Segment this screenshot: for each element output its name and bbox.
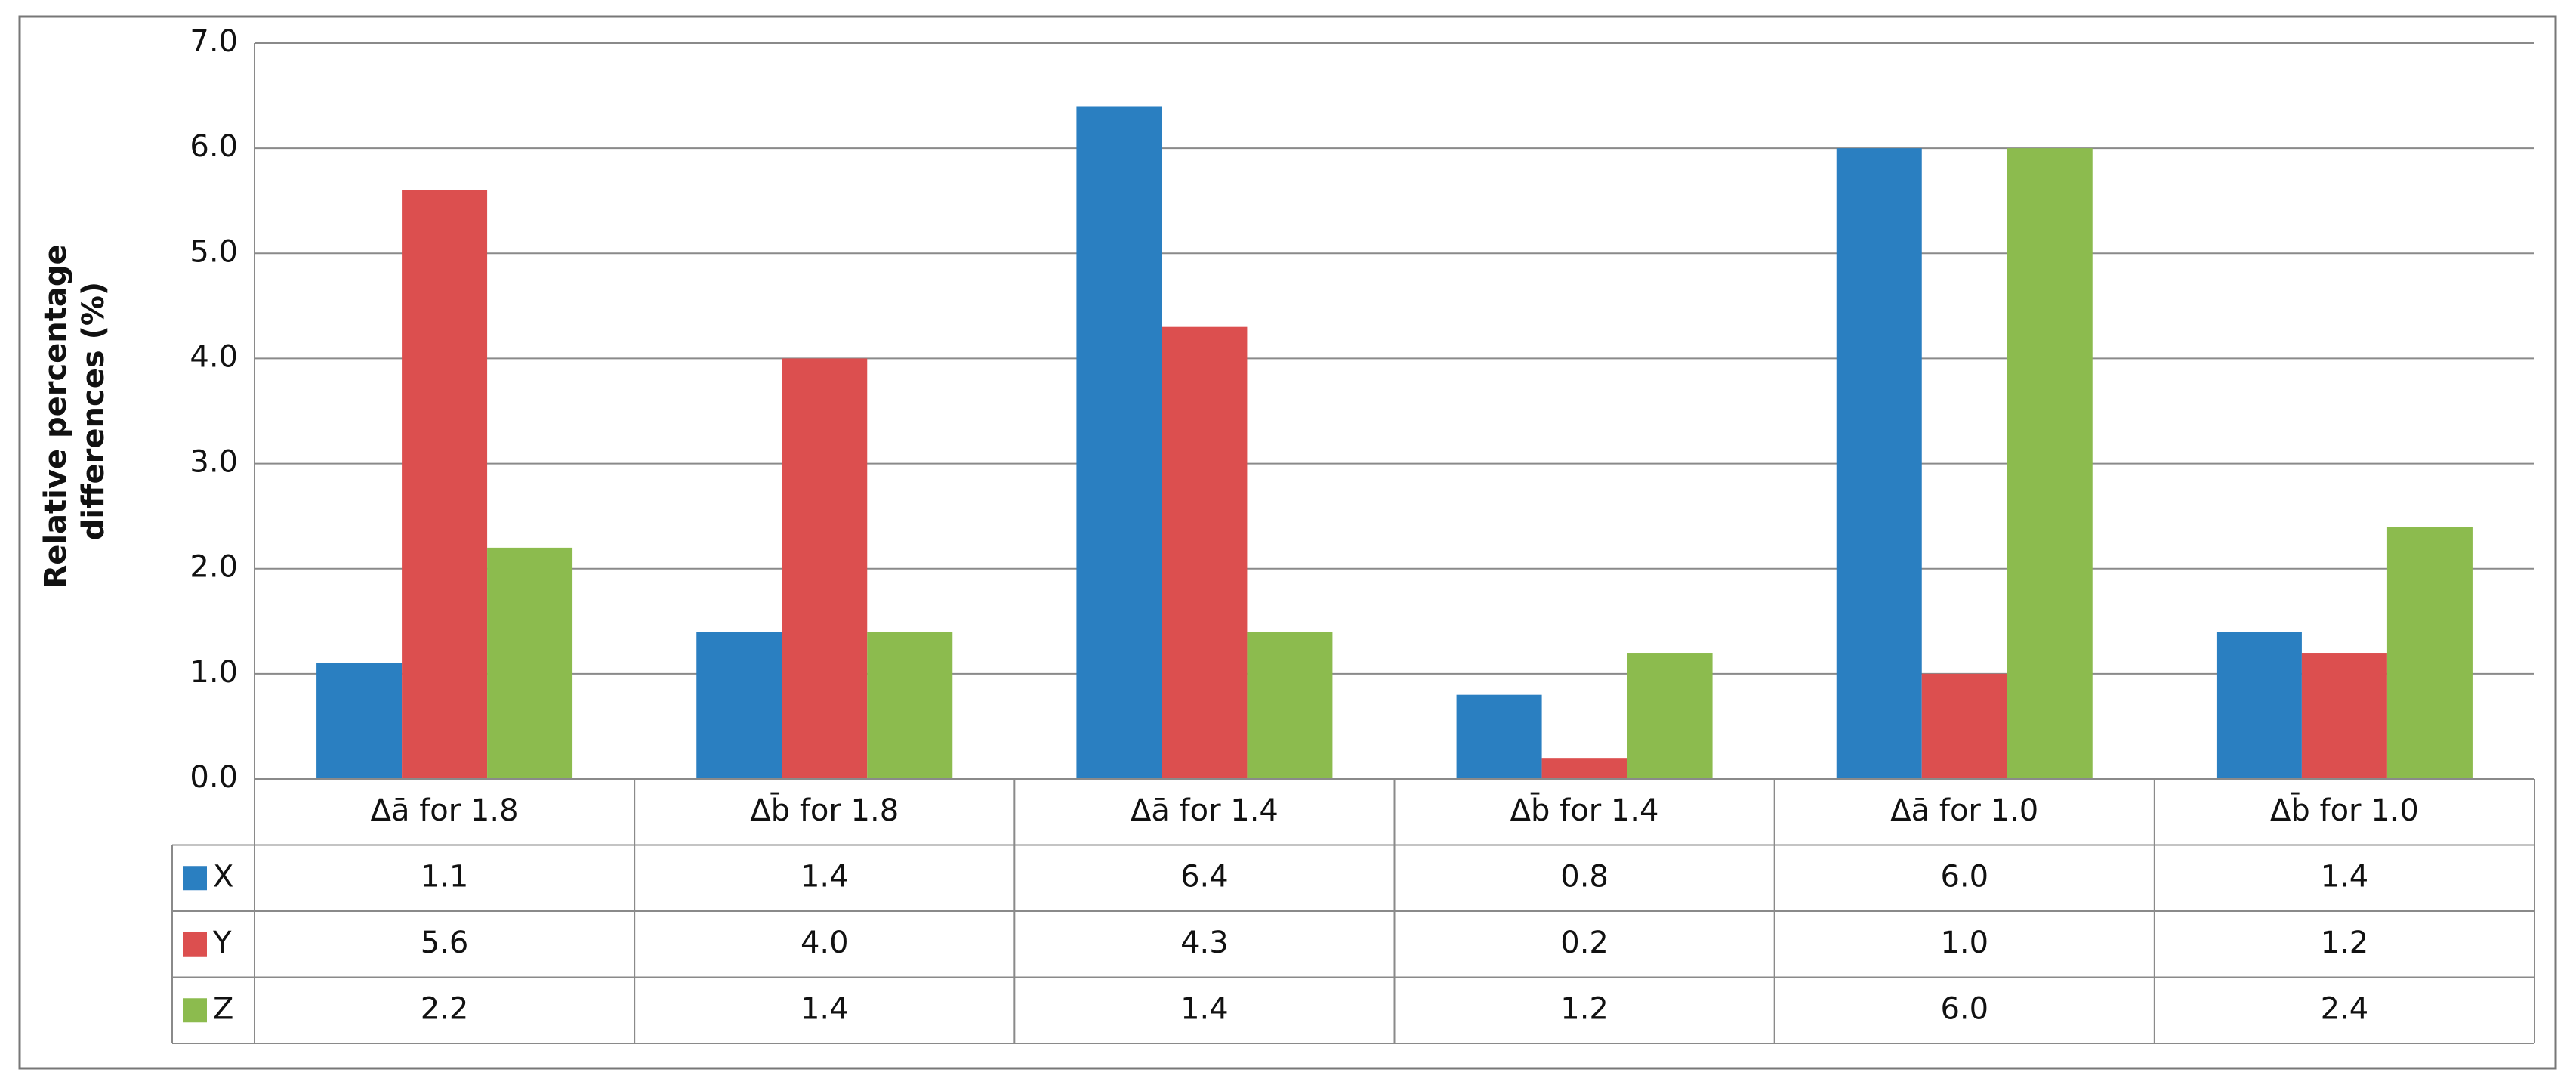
x-tick-label: Δā for 1.0: [1890, 793, 2038, 828]
x-tick-label: Δb̄ for 1.0: [2270, 791, 2419, 827]
legend-swatch: [183, 932, 207, 957]
legend-label: Y: [212, 926, 232, 960]
x-tick-label: Δā for 1.8: [371, 793, 519, 828]
x-tick-label: Δb̄ for 1.8: [750, 791, 899, 827]
table-cell: 6.4: [1180, 859, 1229, 894]
table-cell: 0.8: [1560, 859, 1609, 894]
table-cell: 5.6: [421, 926, 469, 960]
y-tick-label: 4.0: [190, 339, 238, 374]
table-cell: 2.4: [2321, 991, 2369, 1026]
table-cell: 6.0: [1940, 859, 1988, 894]
table-cell: 2.2: [421, 991, 469, 1026]
table-cell: 1.4: [1180, 991, 1229, 1026]
table-cell: 4.0: [801, 926, 849, 960]
table-cell: 1.1: [421, 859, 469, 894]
bar: [2216, 632, 2302, 779]
bar: [1456, 694, 1542, 779]
y-axis-title-line: Relative percentage: [39, 244, 73, 588]
y-tick-label: 6.0: [190, 129, 238, 164]
bar: [1162, 326, 1248, 780]
x-tick-label: Δb̄ for 1.4: [1510, 791, 1659, 827]
y-tick-label: 1.0: [190, 655, 238, 690]
legend-label: X: [213, 859, 233, 894]
bar: [1076, 106, 1162, 779]
bar: [2301, 653, 2387, 779]
table-cell: 1.4: [801, 991, 849, 1026]
bar: [1541, 758, 1627, 779]
y-tick-label: 5.0: [190, 234, 238, 269]
legend-swatch: [183, 998, 207, 1023]
bar: [1247, 632, 1333, 779]
bar: [2007, 148, 2093, 780]
bar: [1627, 653, 1713, 779]
bar: [402, 190, 488, 780]
table-cell: 1.4: [2321, 859, 2369, 894]
bar: [696, 632, 782, 779]
y-tick-label: 3.0: [190, 445, 238, 480]
table-cell: 1.2: [1560, 991, 1609, 1026]
y-axis-title: Relative percentage differences (%): [39, 233, 111, 588]
bar: [316, 663, 403, 779]
bar: [782, 358, 868, 779]
bar: [487, 547, 573, 779]
table-cell: 1.0: [1940, 926, 1988, 960]
table-cell: 1.4: [801, 859, 849, 894]
legend-swatch: [183, 866, 207, 891]
y-tick-label: 2.0: [190, 550, 238, 585]
table-cell: 1.2: [2321, 926, 2369, 960]
y-tick-label: 7.0: [190, 24, 238, 59]
table-cell: 6.0: [1940, 991, 1988, 1026]
table-cell: 0.2: [1560, 926, 1609, 960]
bar: [1921, 673, 2007, 779]
y-tick-label: 0.0: [190, 760, 238, 795]
y-axis-title-line: differences (%): [76, 282, 111, 540]
x-tick-label: Δā for 1.4: [1131, 793, 1279, 828]
bar: [1836, 148, 1922, 780]
bar: [2386, 527, 2473, 779]
legend-label: Z: [213, 991, 233, 1026]
bar: [867, 632, 953, 779]
table-cell: 4.3: [1180, 926, 1229, 960]
